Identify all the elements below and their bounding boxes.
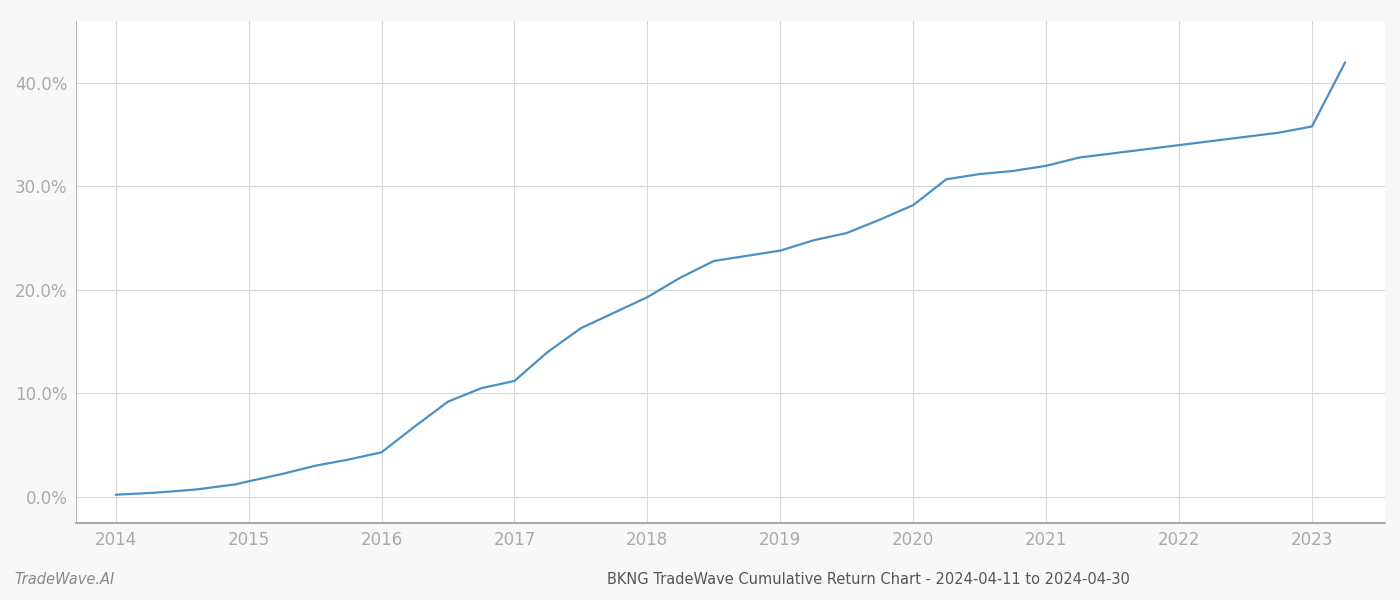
Text: BKNG TradeWave Cumulative Return Chart - 2024-04-11 to 2024-04-30: BKNG TradeWave Cumulative Return Chart -… <box>606 572 1130 587</box>
Text: TradeWave.AI: TradeWave.AI <box>14 572 115 587</box>
